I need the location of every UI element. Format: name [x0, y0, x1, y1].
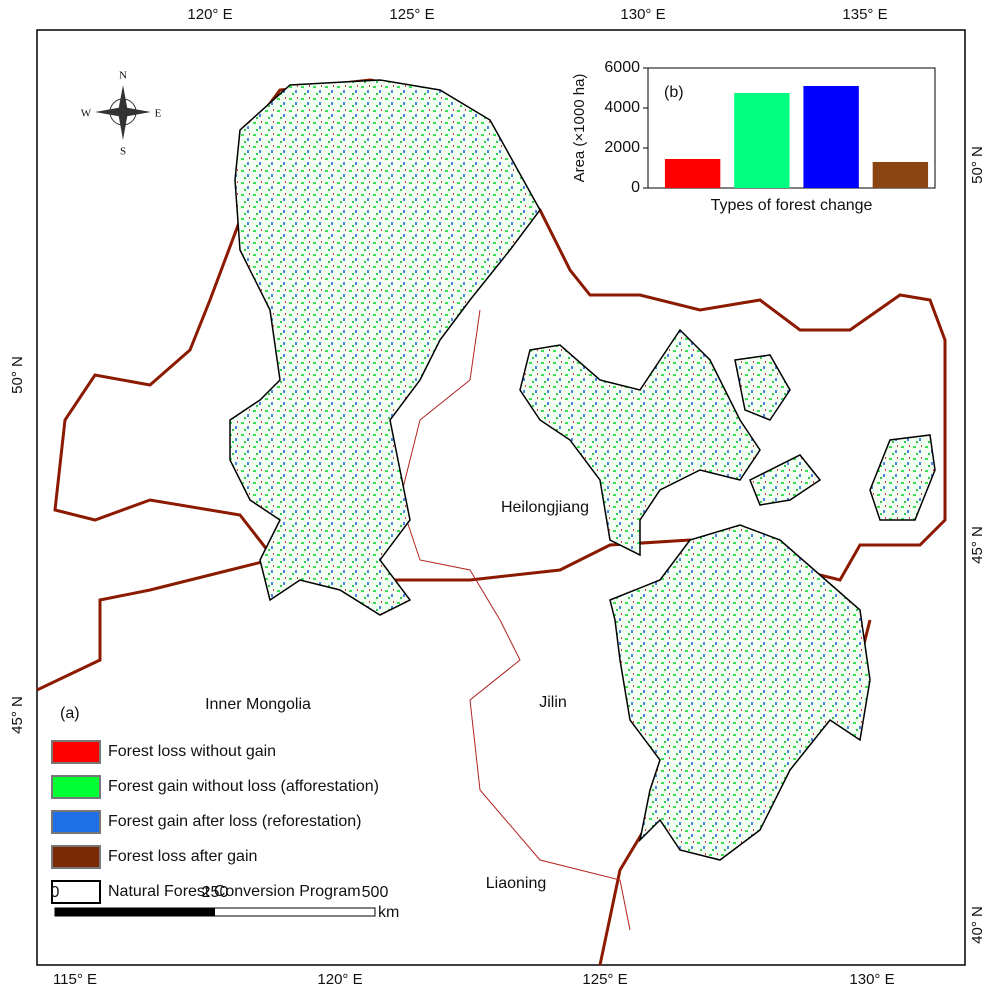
longitude-label: 120° E [317, 971, 362, 988]
y-tick-label: 6000 [604, 59, 640, 76]
legend-swatch [51, 810, 101, 834]
legend-swatch [51, 880, 101, 904]
forest-region [749, 454, 822, 506]
scale-label: 500 [362, 884, 389, 901]
y-tick-label: 2000 [604, 139, 640, 156]
y-tick-label: 4000 [604, 99, 640, 116]
latitude-label: 45° N [9, 696, 26, 734]
legend-swatch [51, 740, 101, 764]
scale-bar-fill [55, 908, 215, 916]
compass-letter: N [119, 70, 127, 82]
legend-swatch [51, 775, 101, 799]
chart-title: (b) [664, 84, 684, 101]
scale-label: 250 [202, 884, 229, 901]
y-tick-label: 0 [631, 179, 640, 196]
region-label: Heilongjiang [501, 499, 589, 516]
longitude-label: 125° E [389, 6, 434, 23]
legend-swatch [51, 845, 101, 869]
forest-region [609, 524, 871, 861]
bar [872, 162, 929, 188]
compass-letter: S [120, 146, 126, 158]
longitude-label: 130° E [620, 6, 665, 23]
longitude-label: 115° E [53, 971, 97, 988]
panel-label: (a) [60, 705, 80, 722]
legend-label: Natural Forest Conversion Program [108, 883, 361, 900]
x-axis-label: Types of forest change [711, 197, 873, 214]
legend-label: Forest gain without loss (afforestation) [108, 778, 379, 795]
region-label: Jilin [539, 694, 567, 711]
scale-label: 0 [51, 884, 60, 901]
legend-label: Forest gain after loss (reforestation) [108, 813, 361, 830]
bar [734, 93, 790, 188]
latitude-label: 50° N [969, 146, 986, 184]
region-label: Inner Mongolia [205, 696, 311, 713]
bar [664, 159, 721, 188]
compass-letter: E [155, 108, 162, 120]
forest-region [229, 79, 541, 616]
compass-letter: W [81, 108, 92, 120]
forest-region [869, 434, 936, 521]
plot-frame [647, 67, 936, 189]
latitude-label: 50° N [9, 356, 26, 394]
legend-label: Forest loss without gain [108, 743, 276, 760]
longitude-label: 120° E [187, 6, 232, 23]
latitude-label: 40° N [969, 906, 986, 944]
legend-label: Forest loss after gain [108, 848, 257, 865]
forest-region [519, 328, 761, 557]
region-label: Liaoning [486, 875, 547, 892]
bar [803, 86, 859, 188]
province-boundary [399, 309, 631, 931]
scale-unit: km [378, 904, 399, 921]
forest-region [734, 354, 791, 421]
longitude-label: 135° E [842, 6, 887, 23]
latitude-label: 45° N [969, 526, 986, 564]
longitude-label: 130° E [849, 971, 894, 988]
compass [95, 85, 151, 140]
y-axis-label: Area (×1000 ha) [571, 74, 588, 183]
longitude-label: 125° E [582, 971, 627, 988]
